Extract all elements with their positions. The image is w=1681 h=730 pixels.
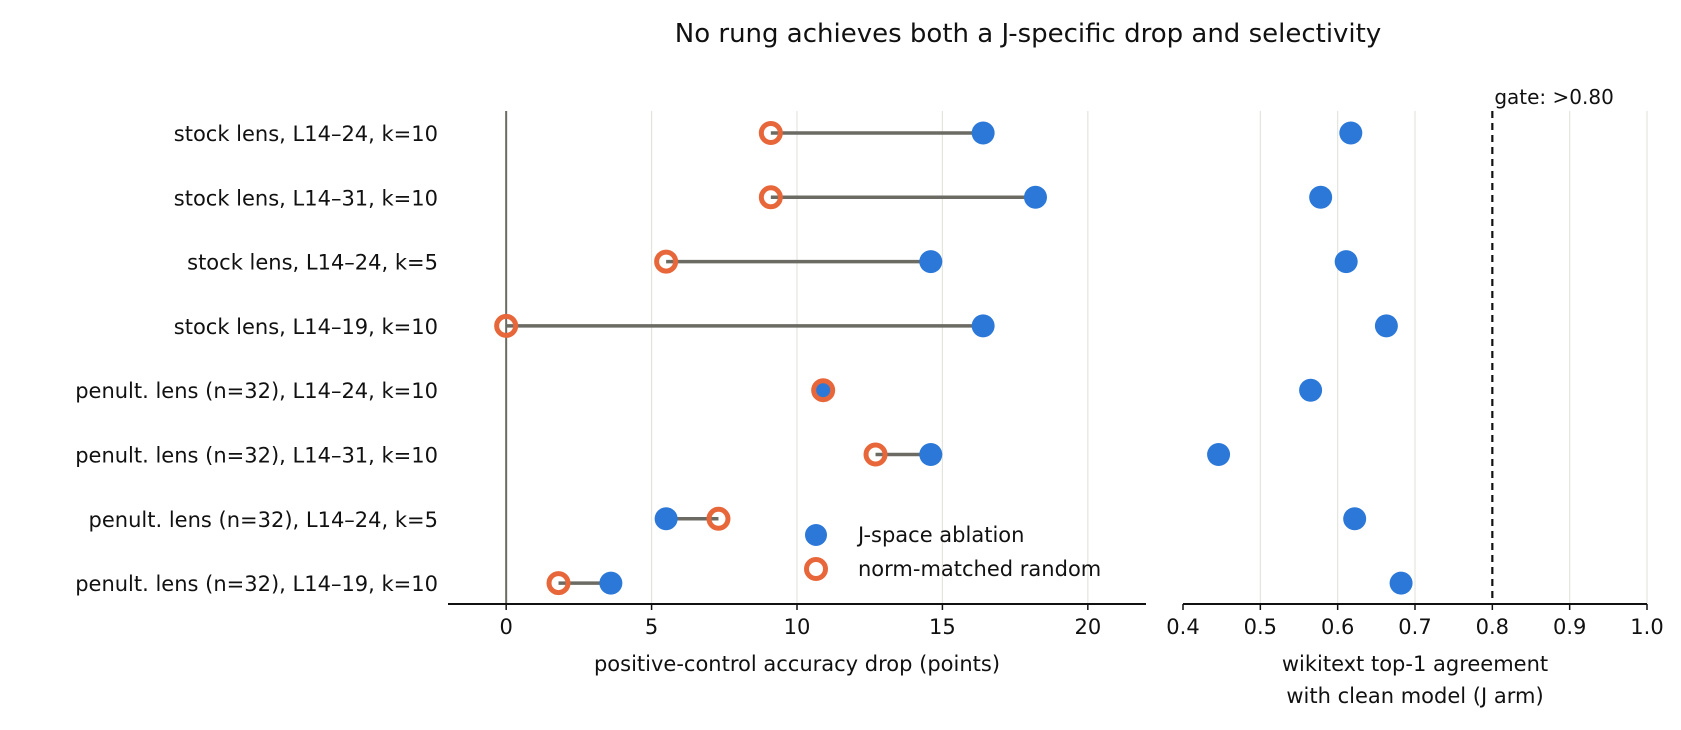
right-x-tick-label: 1.0 [1630, 615, 1663, 639]
random-point [811, 378, 836, 403]
agreement-point [1339, 121, 1363, 145]
agreement-point [1299, 378, 1323, 402]
category-label: stock lens, L14–31, k=10 [174, 186, 438, 210]
gate-threshold-label: gate: >0.80 [1494, 85, 1613, 109]
random-point [546, 571, 571, 596]
category-label: stock lens, L14–24, k=10 [174, 122, 438, 146]
agreement-point [1309, 185, 1333, 209]
right-x-tick-label: 0.9 [1553, 615, 1586, 639]
category-label: penult. lens (n=32), L14–24, k=5 [89, 508, 438, 532]
right-x-tick-label: 0.5 [1244, 615, 1277, 639]
j-space-point [971, 314, 995, 338]
left-x-axis-label: positive-control accuracy drop (points) [594, 652, 1000, 676]
agreement-point [1334, 250, 1358, 274]
j-space-point [919, 443, 943, 466]
random-point [706, 506, 731, 531]
chart-title: No rung achieves both a J-specific drop … [675, 19, 1381, 49]
category-label: stock lens, L14–19, k=10 [174, 315, 438, 339]
left-x-tick-label: 15 [929, 615, 956, 639]
left-x-tick-label: 0 [499, 615, 512, 639]
legend-label-j-space: J-space ablation [856, 523, 1024, 547]
legend-marker-random [804, 557, 828, 581]
j-space-point [1023, 185, 1047, 209]
legend: J-space ablation norm-matched random [804, 523, 1101, 581]
random-point [863, 442, 888, 467]
right-x-axis-label: wikitext top-1 agreement [1282, 652, 1548, 676]
agreement-point [1374, 314, 1398, 338]
left-panel: 0 5 10 15 20 positive-control accuracy drop (… [75, 111, 1146, 676]
random-point [494, 313, 519, 338]
j-space-point [599, 571, 623, 595]
agreement-point [1207, 443, 1231, 466]
category-label: penult. lens (n=32), L14–31, k=10 [75, 444, 438, 468]
right-x-tick-label: 0.6 [1321, 615, 1354, 639]
legend-marker-j-space [805, 524, 827, 546]
random-point [654, 249, 679, 274]
agreement-point [1389, 571, 1413, 595]
right-x-axis-label: with clean model (J arm) [1286, 684, 1543, 708]
category-label: penult. lens (n=32), L14–24, k=10 [75, 379, 438, 403]
agreement-point [1343, 507, 1367, 531]
legend-label-random: norm-matched random [858, 557, 1101, 581]
random-point [758, 121, 783, 145]
category-label: stock lens, L14–24, k=5 [187, 251, 438, 275]
j-space-point [919, 250, 943, 274]
right-panel: gate: >0.80 0.4 0.5 0.6 0.7 0.8 0.9 1.0 wikitext… [1166, 85, 1663, 708]
left-x-tick-label: 10 [784, 615, 811, 639]
right-x-tick-label: 0.4 [1166, 615, 1199, 639]
j-space-point [654, 507, 678, 531]
right-x-tick-label: 0.8 [1476, 615, 1509, 639]
left-x-tick-label: 20 [1074, 615, 1101, 639]
right-x-tick-label: 0.7 [1398, 615, 1431, 639]
category-label: penult. lens (n=32), L14–19, k=10 [75, 572, 438, 596]
left-x-tick-label: 5 [645, 615, 658, 639]
j-space-point [971, 121, 995, 145]
random-point [758, 185, 783, 210]
